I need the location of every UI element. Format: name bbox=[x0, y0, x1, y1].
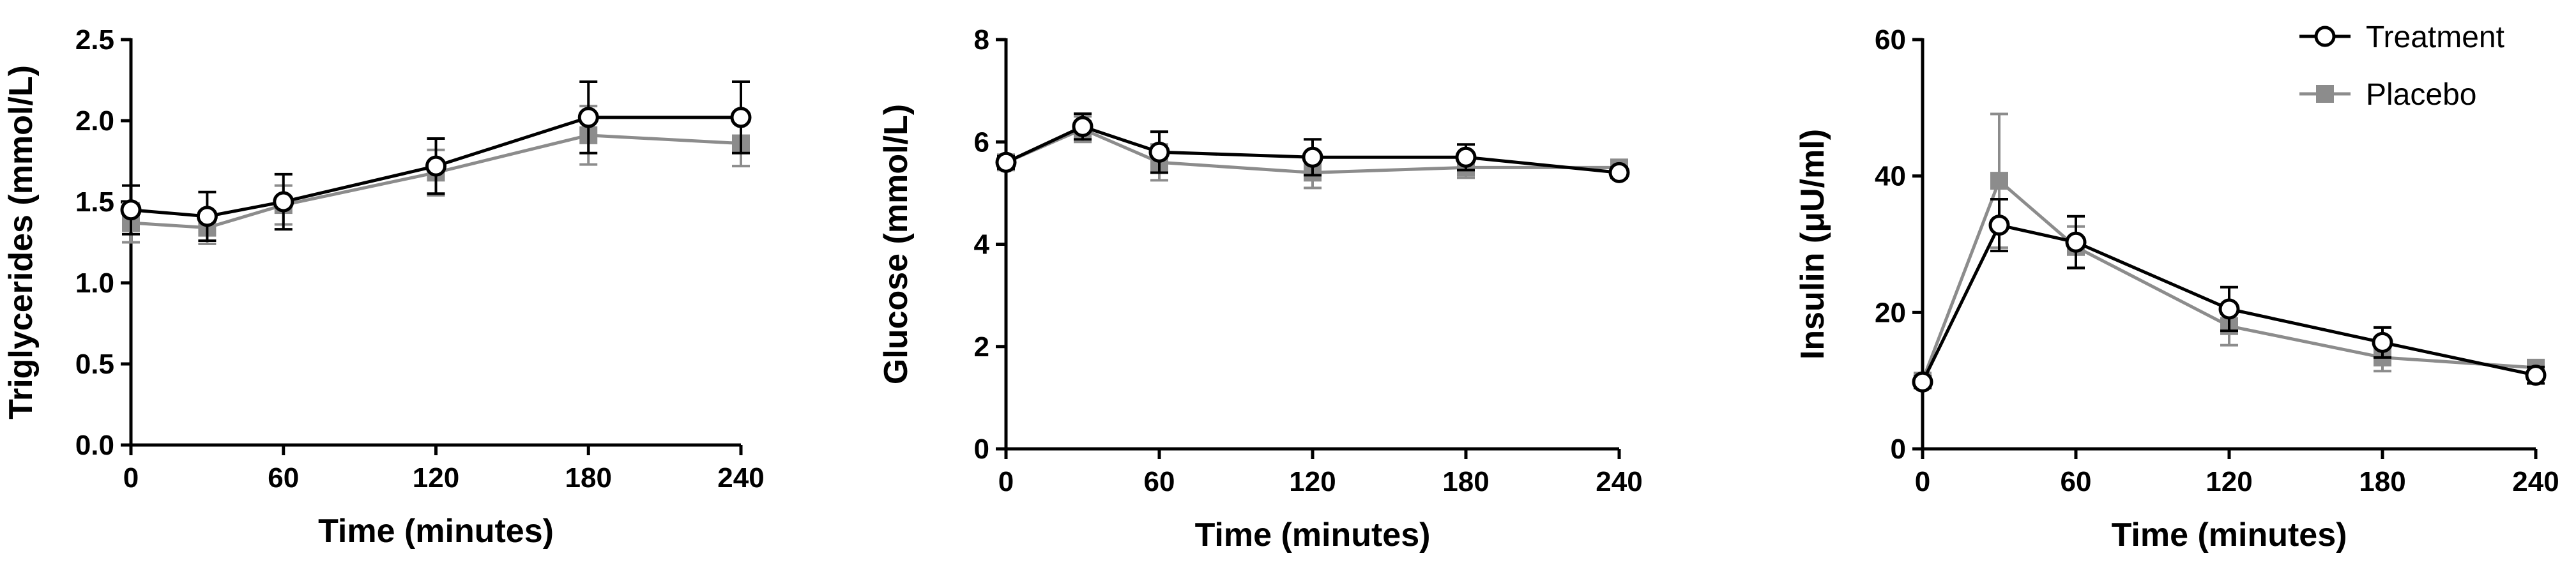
data-point bbox=[196, 206, 218, 227]
y-tick-label: 8 bbox=[974, 24, 989, 56]
x-tick-label: 0 bbox=[1915, 466, 1930, 497]
series-placebo bbox=[1914, 112, 2545, 390]
x-tick-label: 60 bbox=[268, 462, 299, 494]
series-treatment bbox=[120, 80, 752, 242]
data-point bbox=[273, 191, 294, 213]
y-axis-title: Glucose (mmol/L) bbox=[878, 104, 915, 384]
data-point bbox=[1302, 146, 1323, 168]
legend-marker-placebo bbox=[2316, 85, 2334, 103]
legend-marker-treatment bbox=[2314, 26, 2336, 47]
data-point bbox=[120, 199, 142, 221]
series-line bbox=[1921, 177, 2536, 382]
panel-insulin: 0 20 40 60 0 60 120 180 240 Time (minutes) Insulin… bbox=[1794, 24, 2559, 554]
series-line bbox=[1005, 127, 1619, 174]
x-tick-label: 0 bbox=[123, 462, 139, 494]
y-tick-label: 20 bbox=[1875, 297, 1906, 328]
data-point bbox=[1072, 116, 1094, 137]
data-point bbox=[1990, 172, 2008, 190]
legend-label-placebo: Placebo bbox=[2366, 78, 2476, 112]
series-line bbox=[130, 116, 741, 218]
x-axis-title: Time (minutes) bbox=[1195, 517, 1431, 554]
data-point bbox=[1988, 215, 2010, 236]
y-axis-title: Triglycerides (mmol/L) bbox=[3, 65, 40, 419]
x-tick-label: 180 bbox=[565, 462, 612, 494]
data-point bbox=[2525, 365, 2547, 386]
series-line bbox=[1005, 125, 1620, 174]
y-tick-label: 4 bbox=[974, 229, 990, 261]
data-point bbox=[2065, 231, 2087, 253]
y-tick-label: 0 bbox=[974, 434, 989, 465]
series-treatment bbox=[1912, 197, 2547, 393]
x-tick-label: 60 bbox=[2061, 466, 2092, 497]
y-tick-label: 1.5 bbox=[75, 186, 114, 218]
series-line bbox=[130, 133, 742, 230]
data-point bbox=[995, 151, 1017, 173]
x-tick-label: 0 bbox=[998, 466, 1014, 497]
data-point bbox=[1608, 162, 1630, 183]
series-treatment bbox=[995, 112, 1630, 183]
y-tick-label: 2 bbox=[974, 331, 989, 363]
y-axis-title: Insulin (μU/ml) bbox=[1794, 129, 1831, 359]
panel-glucose: 0 2 4 6 8 0 60 120 180 240 Time (minutes) Glucose (… bbox=[878, 24, 1643, 554]
y-tick-label: 1.0 bbox=[75, 268, 114, 299]
y-tick-label: 60 bbox=[1875, 24, 1906, 56]
x-tick-label: 120 bbox=[1289, 466, 1336, 497]
x-tick-label: 180 bbox=[2359, 466, 2405, 497]
x-tick-label: 120 bbox=[413, 462, 459, 494]
y-tick-label: 0.0 bbox=[75, 430, 114, 461]
x-tick-label: 240 bbox=[2512, 466, 2559, 497]
x-axis-title: Time (minutes) bbox=[2112, 517, 2347, 554]
x-axis-title: Time (minutes) bbox=[318, 513, 554, 550]
data-point bbox=[1148, 141, 1170, 163]
data-point bbox=[1455, 146, 1477, 168]
data-point bbox=[577, 107, 599, 128]
x-tick-label: 240 bbox=[717, 462, 764, 494]
y-tick-label: 2.5 bbox=[75, 24, 114, 56]
data-point bbox=[425, 155, 446, 177]
data-point bbox=[1912, 371, 1933, 393]
y-tick-label: 6 bbox=[974, 126, 989, 158]
y-tick-label: 0.5 bbox=[75, 349, 114, 380]
x-tick-label: 180 bbox=[1442, 466, 1489, 497]
y-tick-label: 2.0 bbox=[75, 105, 114, 137]
x-tick-label: 60 bbox=[1144, 466, 1175, 497]
panel-triglycerides: 0.0 0.5 1.0 1.5 2.0 2.5 0 60 120 180 240 Time (minu… bbox=[3, 24, 765, 550]
x-tick-label: 120 bbox=[2206, 466, 2252, 497]
data-point bbox=[2218, 298, 2240, 320]
y-tick-label: 40 bbox=[1875, 161, 1906, 192]
data-point bbox=[2372, 331, 2393, 353]
legend: Treatment Placebo bbox=[2299, 20, 2504, 112]
data-point bbox=[730, 107, 752, 128]
legend-label-treatment: Treatment bbox=[2366, 20, 2504, 54]
series-line bbox=[1921, 223, 2536, 383]
x-tick-label: 240 bbox=[1596, 466, 1642, 497]
y-tick-label: 0 bbox=[1891, 434, 1906, 465]
